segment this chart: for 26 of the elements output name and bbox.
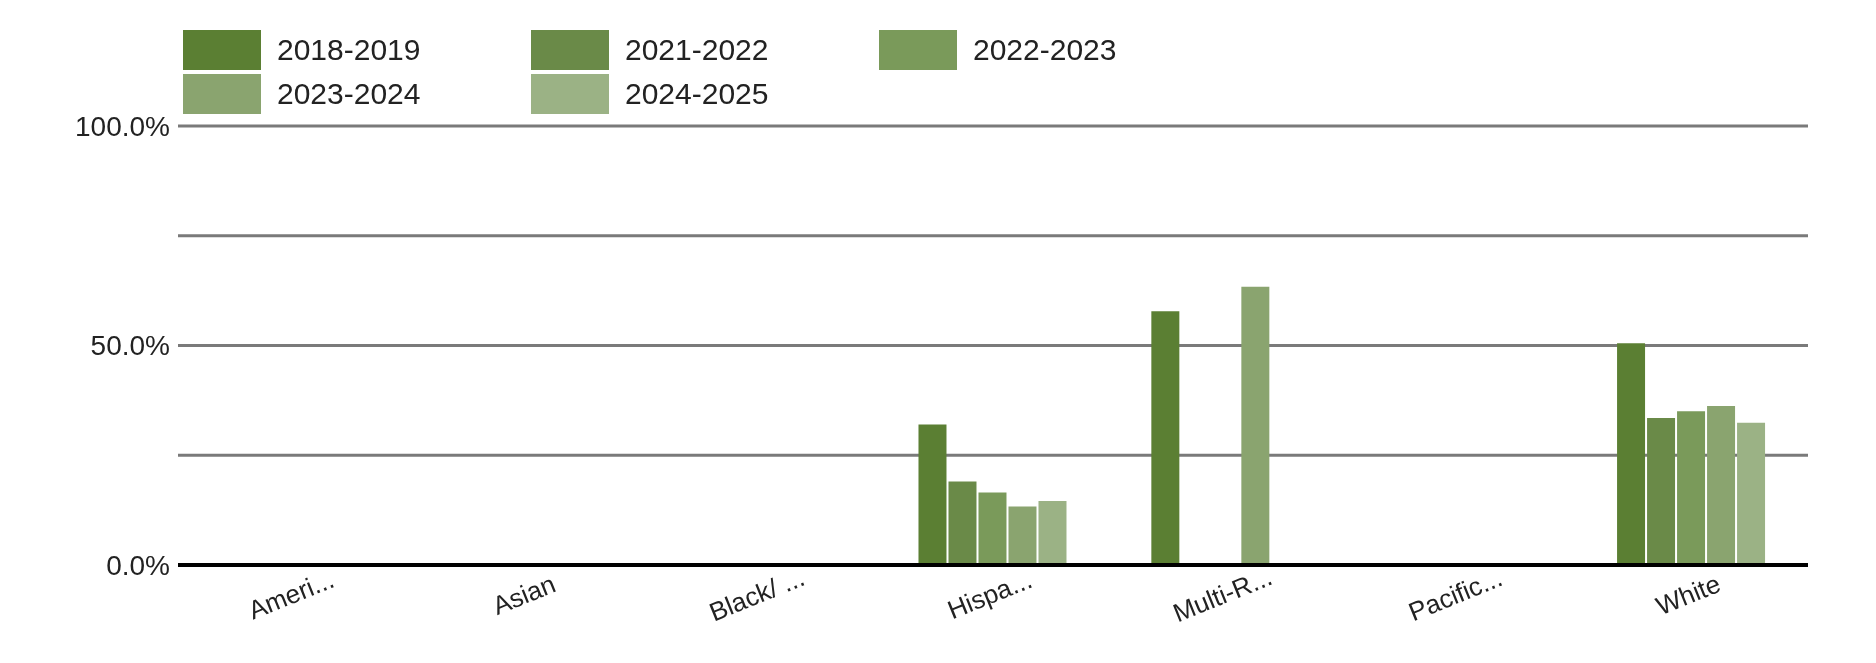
bar xyxy=(1737,422,1766,565)
x-tick-label: Asian xyxy=(488,568,560,621)
bar xyxy=(1038,500,1067,565)
bar xyxy=(1677,411,1706,565)
bar xyxy=(948,481,977,565)
y-tick-label: 0.0% xyxy=(106,549,170,581)
bar xyxy=(1707,406,1736,565)
bar xyxy=(1241,286,1270,565)
bar xyxy=(1647,417,1676,565)
y-tick-label: 50.0% xyxy=(90,330,170,362)
bar xyxy=(1617,343,1646,565)
x-tick-label: Hispa... xyxy=(943,564,1037,626)
x-tick-label: Pacific... xyxy=(1404,562,1507,627)
legend-label: 2023-2024 xyxy=(277,77,421,111)
bar xyxy=(1008,506,1037,565)
x-tick-label: White xyxy=(1651,568,1725,622)
x-tick-label: Black/ ... xyxy=(704,562,809,628)
bar xyxy=(918,424,947,565)
legend-label: 2022-2023 xyxy=(973,33,1117,67)
legend-label: 2024-2025 xyxy=(625,77,769,111)
x-tick-label: Ameri... xyxy=(243,563,339,626)
legend-label: 2021-2022 xyxy=(625,33,769,67)
legend-label: 2018-2019 xyxy=(277,33,421,67)
bar xyxy=(978,492,1007,565)
y-tick-label: 100.0% xyxy=(75,110,170,142)
bar xyxy=(1151,311,1180,565)
